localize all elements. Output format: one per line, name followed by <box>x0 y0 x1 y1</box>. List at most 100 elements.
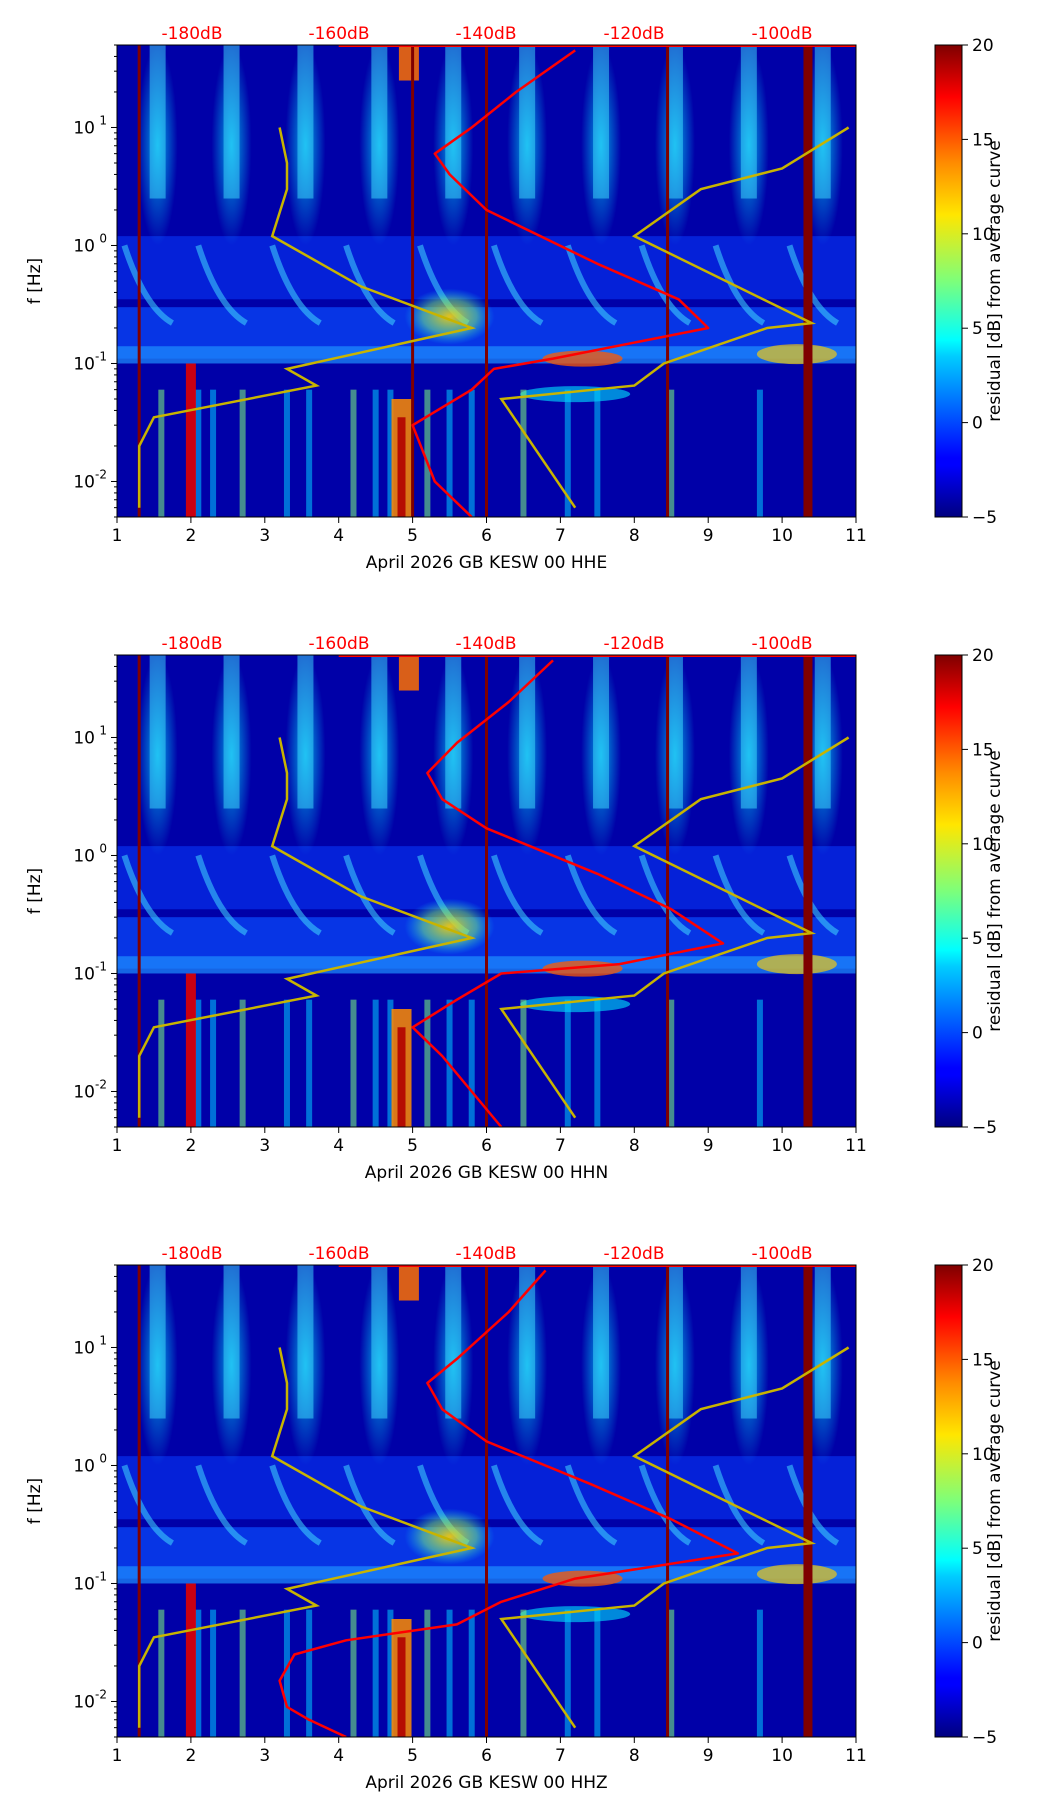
colorbar-title: residual [dB] from average curve <box>985 1360 1005 1641</box>
low-freq-hot-streak <box>397 1027 406 1127</box>
energy-blob <box>404 898 495 955</box>
daily-noise-core <box>519 45 536 199</box>
colorbar-tick-label: 10 <box>972 1445 994 1465</box>
low-freq-hot-streak <box>397 1637 406 1737</box>
data-gap-column <box>485 655 488 1127</box>
low-freq-streak <box>372 999 379 1127</box>
y-tick-label: 10 <box>73 1456 95 1476</box>
y-tick-exponent: -1 <box>95 959 107 973</box>
data-gap-column <box>137 1265 141 1737</box>
y-axis-title: f [Hz] <box>25 868 45 914</box>
daily-noise-core <box>149 655 166 809</box>
low-freq-streak <box>756 999 763 1127</box>
x-tick-label: 4 <box>333 526 344 546</box>
noise-model-curve <box>137 1347 477 1728</box>
high-freq-hot-spot <box>398 45 419 81</box>
average-noise-curve <box>411 49 710 517</box>
colorbar-tick-label: 5 <box>972 1539 983 1559</box>
x-axis-title: April 2026 GB KESW 00 HHZ <box>365 1773 607 1793</box>
x-tick-label: 3 <box>259 526 270 546</box>
low-freq-streak <box>195 1609 202 1737</box>
low-freq-streak <box>424 1609 431 1737</box>
dispersion-arc <box>343 244 396 326</box>
low-freq-streak <box>520 999 527 1127</box>
x-tick-label: 5 <box>407 1746 418 1766</box>
data-gap-column <box>666 655 670 1127</box>
data-gap-column <box>137 655 141 1127</box>
top-db-label: -120dB <box>603 634 664 654</box>
heatmap-area <box>117 1265 856 1737</box>
data-gap-column <box>485 45 488 517</box>
low-freq-streak <box>520 389 527 517</box>
x-tick-label: 3 <box>259 1136 270 1156</box>
x-tick-label: 7 <box>555 1746 566 1766</box>
daily-noise-core <box>814 655 831 809</box>
x-tick-label: 2 <box>185 1136 196 1156</box>
dispersion-arc <box>712 854 766 936</box>
low-freq-streak <box>668 999 675 1127</box>
top-db-label: -180dB <box>161 24 222 44</box>
y-axis-title: f [Hz] <box>25 258 45 304</box>
colorbar-title: residual [dB] from average curve <box>985 140 1005 421</box>
x-tick-label: 1 <box>112 1136 123 1156</box>
daily-noise-core <box>666 1265 683 1419</box>
x-tick-label: 8 <box>629 526 640 546</box>
low-freq-hot-streak <box>185 1583 196 1737</box>
dispersion-arc <box>195 1464 248 1546</box>
dispersion-arc <box>491 1464 544 1546</box>
y-tick-exponent: -1 <box>95 349 107 363</box>
noise-model-curve <box>137 737 477 1118</box>
daily-noise-core <box>519 655 536 809</box>
low-freq-streak <box>158 1609 165 1737</box>
low-freq-streak <box>756 1609 763 1737</box>
low-freq-streak <box>564 389 571 517</box>
y-tick-label: 10 <box>73 1692 95 1712</box>
x-tick-label: 2 <box>185 526 196 546</box>
energy-blob <box>520 1606 631 1623</box>
colorbar-tick-label: 0 <box>972 414 983 434</box>
energy-blob <box>520 386 631 403</box>
low-freq-streak <box>210 999 217 1127</box>
x-tick-label: 9 <box>703 526 714 546</box>
low-freq-streak <box>239 999 246 1127</box>
daily-noise-core <box>371 45 388 199</box>
noise-model-curve <box>499 126 850 509</box>
low-freq-streak <box>756 389 763 517</box>
low-freq-hot-streak <box>185 363 196 517</box>
low-freq-hot-streak <box>185 973 196 1127</box>
dispersion-arc <box>121 854 175 936</box>
dispersion-arc <box>491 854 544 936</box>
low-freq-streak <box>594 999 601 1127</box>
data-gap-column <box>485 1265 488 1737</box>
low-freq-streak <box>350 999 357 1127</box>
y-tick-label: 10 <box>73 354 95 374</box>
top-db-label: -160dB <box>308 634 369 654</box>
low-freq-streak <box>387 389 394 517</box>
x-tick-label: 6 <box>481 1136 492 1156</box>
dispersion-arc <box>638 244 692 326</box>
x-tick-label: 10 <box>771 1136 793 1156</box>
dispersion-arc <box>343 1464 396 1546</box>
energy-blob <box>404 1508 495 1565</box>
y-tick-exponent: 1 <box>99 723 107 737</box>
y-tick-label: 10 <box>73 472 95 492</box>
daily-noise-core <box>593 1265 610 1419</box>
dispersion-arc <box>195 854 248 936</box>
noise-model-curve <box>499 736 850 1119</box>
x-tick-label: 10 <box>771 526 793 546</box>
daily-noise-core <box>149 1265 166 1419</box>
y-tick-exponent: 0 <box>99 841 107 855</box>
daily-noise-core <box>149 45 166 199</box>
colorbar-tick-label: 0 <box>972 1024 983 1044</box>
top-db-label: -100dB <box>751 1244 812 1264</box>
dispersion-arc <box>343 854 396 936</box>
colorbar-tick-label: −5 <box>972 1118 997 1138</box>
data-gap-column <box>666 45 670 517</box>
x-tick-label: 1 <box>112 526 123 546</box>
x-tick-label: 1 <box>112 1746 123 1766</box>
x-tick-label: 10 <box>771 1746 793 1766</box>
y-tick-label: 10 <box>73 964 95 984</box>
data-gap-column <box>411 45 415 517</box>
